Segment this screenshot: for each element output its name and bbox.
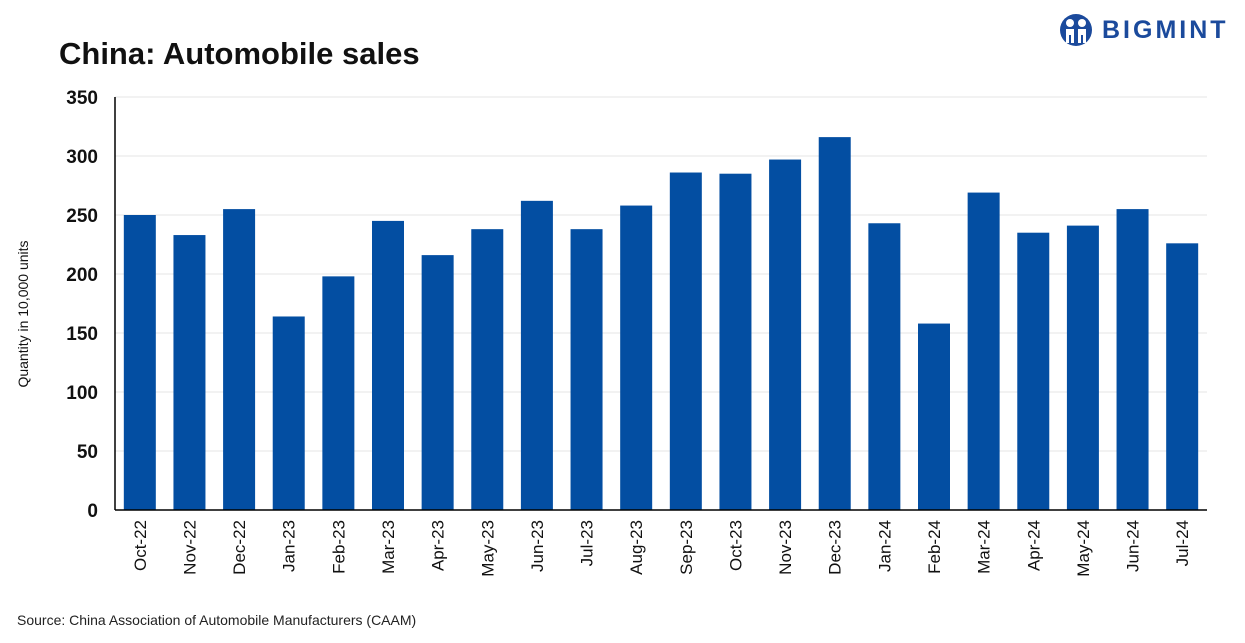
x-tick-label: Oct-23 (726, 520, 745, 571)
x-tick-label: May-23 (478, 520, 497, 577)
y-tick-label: 0 (87, 501, 98, 522)
bar-jul-24 (1166, 243, 1199, 510)
x-tick-label: Jun-24 (1124, 520, 1143, 572)
source-note: Source: China Association of Automobile … (17, 612, 417, 628)
logo-text: BIGMINT (1102, 15, 1229, 44)
bar-jan-23 (272, 316, 305, 510)
y-tick-label: 300 (66, 147, 98, 168)
logo-people-icon (1060, 14, 1092, 46)
x-tick-label: Jul-23 (578, 520, 597, 566)
bar-apr-23 (421, 255, 454, 510)
y-tick-label: 250 (66, 206, 98, 227)
x-tick-label: May-24 (1074, 520, 1093, 577)
bar-mar-24 (967, 192, 1000, 510)
x-tick-label: Dec-23 (826, 520, 845, 575)
x-tick-label: Nov-22 (180, 520, 199, 575)
x-tick-label: Oct-22 (131, 520, 150, 571)
y-tick-label: 350 (66, 88, 98, 109)
x-tick-label: Sep-23 (677, 520, 696, 575)
bar-jan-24 (868, 223, 901, 510)
y-tick-label: 100 (66, 383, 98, 404)
bigmint-logo: BIGMINT (1058, 12, 1229, 48)
x-tick-label: Dec-22 (230, 520, 249, 575)
y-tick-label: 200 (66, 265, 98, 286)
x-tick-label: Apr-24 (1024, 520, 1043, 571)
bar-apr-24 (1017, 232, 1050, 510)
x-tick-label: Feb-24 (925, 520, 944, 574)
bar-oct-23 (719, 173, 752, 510)
x-tick-label: Jan-24 (875, 520, 894, 572)
x-tick-label: Jan-23 (280, 520, 299, 572)
bar-jun-24 (1116, 209, 1149, 510)
x-tick-label: Mar-23 (379, 520, 398, 574)
bar-nov-23 (769, 159, 802, 511)
x-tick-label: Apr-23 (429, 520, 448, 571)
bar-feb-23 (322, 276, 355, 510)
bar-may-24 (1066, 225, 1099, 510)
bar-jun-23 (520, 200, 553, 510)
bar-aug-23 (620, 205, 653, 510)
y-tick-label: 150 (66, 324, 98, 345)
bar-sep-23 (669, 172, 702, 510)
y-axis-label: Quantity in 10,000 units (15, 240, 31, 387)
chart-title: China: Automobile sales (59, 36, 420, 71)
bar-mar-23 (372, 220, 404, 510)
bar-dec-22 (223, 209, 256, 510)
x-tick-label: Jun-23 (528, 520, 547, 572)
x-tick-label: Aug-23 (627, 520, 646, 575)
bar-jul-23 (570, 229, 603, 510)
x-tick-label: Feb-23 (329, 520, 348, 574)
x-tick-label: Mar-24 (975, 520, 994, 574)
bar-feb-24 (918, 323, 950, 510)
bar-dec-23 (818, 137, 851, 510)
bar-may-23 (471, 229, 504, 510)
bar-oct-22 (123, 215, 156, 510)
x-tick-label: Nov-23 (776, 520, 795, 575)
x-tick-label: Jul-24 (1173, 520, 1192, 566)
bar-nov-22 (173, 235, 206, 510)
y-tick-label: 50 (77, 442, 98, 463)
